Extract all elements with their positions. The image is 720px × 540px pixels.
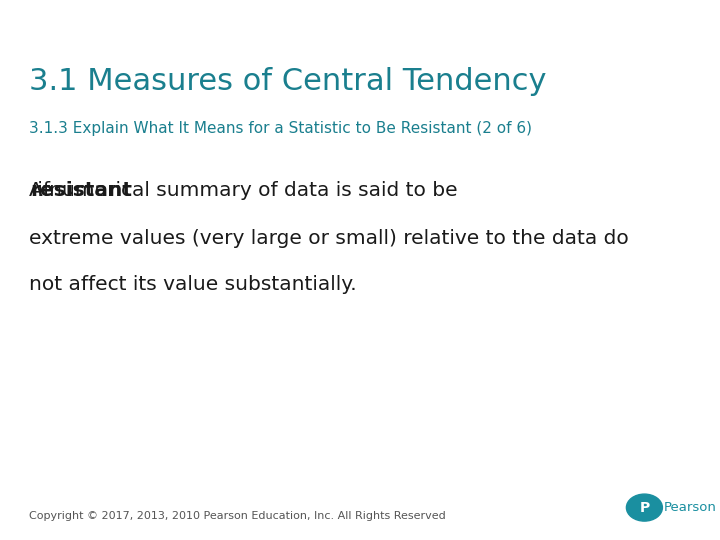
Text: 3.1.3 Explain What It Means for a Statistic to Be Resistant (2 of 6): 3.1.3 Explain What It Means for a Statis… [29, 122, 532, 137]
Text: 3.1 Measures of Central Tendency: 3.1 Measures of Central Tendency [29, 68, 546, 97]
Text: Pearson: Pearson [664, 501, 716, 514]
Text: A numerical summary of data is said to be: A numerical summary of data is said to b… [29, 181, 464, 200]
Circle shape [626, 494, 662, 521]
Text: Copyright © 2017, 2013, 2010 Pearson Education, Inc. All Rights Reserved: Copyright © 2017, 2013, 2010 Pearson Edu… [29, 511, 446, 521]
Text: P: P [639, 501, 649, 515]
Text: not affect its value substantially.: not affect its value substantially. [29, 275, 356, 294]
Text: resistant: resistant [30, 181, 132, 200]
Text: if: if [31, 181, 50, 200]
Text: extreme values (very large or small) relative to the data do: extreme values (very large or small) rel… [29, 230, 629, 248]
